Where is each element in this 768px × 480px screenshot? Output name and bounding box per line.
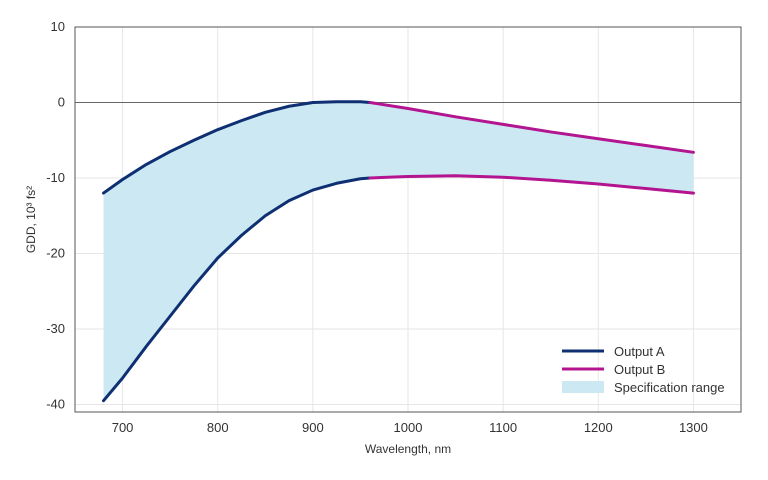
output-a-lower-line — [102, 176, 372, 403]
output-a-upper-line — [102, 100, 372, 195]
x-tick-label: 1200 — [584, 420, 613, 435]
legend-label-output-a: Output A — [614, 344, 665, 359]
legend: Output A Output B Specification range — [562, 344, 725, 395]
x-tick-label: 1100 — [489, 420, 517, 435]
x-tick-label: 900 — [302, 420, 324, 435]
specification-range-fill — [103, 101, 694, 401]
output-b-upper-line — [368, 100, 695, 154]
y-tick-label: -40 — [46, 396, 65, 411]
x-tick-label: 800 — [207, 420, 229, 435]
y-tick-label: 0 — [58, 94, 65, 109]
series-lines — [102, 100, 695, 403]
y-tick-label: -10 — [46, 170, 65, 185]
y-tick-label: -30 — [46, 321, 65, 336]
specification-range-area — [103, 101, 694, 401]
plot-frame — [74, 26, 742, 413]
legend-label-specification-range: Specification range — [614, 380, 725, 395]
legend-swatch-specification-range — [562, 381, 604, 393]
output-b-lower-line — [368, 174, 695, 195]
tick-labels: 700 800 900 1000 1100 1200 1300 10 0 -10 -20 -30 -40 — [46, 19, 708, 435]
y-tick-label: 10 — [51, 19, 65, 34]
y-tick-label: -20 — [46, 245, 65, 260]
x-tick-label: 1000 — [394, 420, 423, 435]
x-axis-label: Wavelength, nm — [365, 442, 451, 456]
legend-label-output-b: Output B — [614, 362, 665, 377]
y-axis-label: GDD, 10³ fs² — [24, 186, 38, 253]
x-tick-label: 1300 — [679, 420, 708, 435]
x-tick-label: 700 — [112, 420, 134, 435]
